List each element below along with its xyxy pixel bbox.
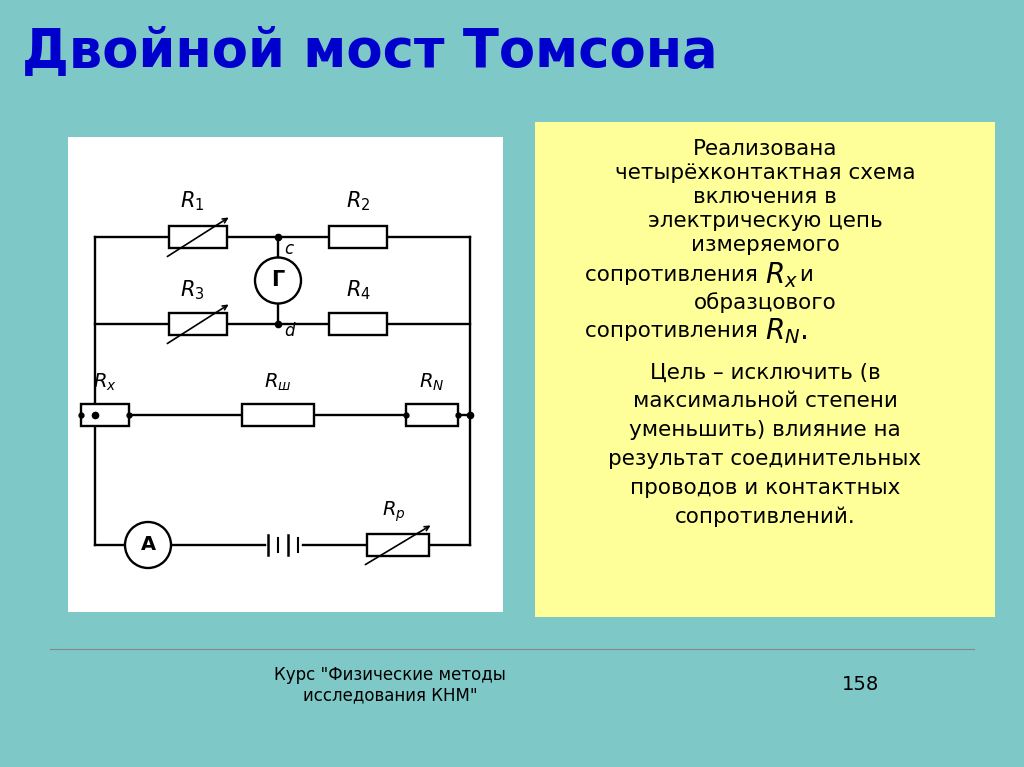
- Text: Реализована: Реализована: [693, 139, 838, 159]
- Text: сопротивления: сопротивления: [586, 265, 765, 285]
- Text: 158: 158: [842, 676, 879, 694]
- Text: $R_N.$: $R_N.$: [765, 316, 808, 346]
- Text: включения в: включения в: [693, 187, 837, 207]
- Text: $R_3$: $R_3$: [180, 278, 204, 302]
- Circle shape: [255, 258, 301, 304]
- Text: $R_x$: $R_x$: [93, 372, 117, 393]
- Bar: [367, 534, 429, 556]
- Text: $R_x$: $R_x$: [765, 260, 798, 290]
- Text: сопротивления: сопротивления: [586, 321, 765, 341]
- Text: $R_1$: $R_1$: [180, 189, 204, 213]
- Circle shape: [125, 522, 171, 568]
- Bar: [169, 313, 227, 335]
- Bar: [406, 404, 458, 426]
- Bar: [329, 226, 387, 248]
- Text: $R_2$: $R_2$: [346, 189, 371, 213]
- Text: $R_ш$: $R_ш$: [264, 372, 292, 393]
- Bar: [329, 313, 387, 335]
- Text: d: d: [284, 322, 295, 340]
- Text: $R_р$: $R_р$: [382, 499, 406, 524]
- Bar: [169, 226, 227, 248]
- Bar: [81, 404, 129, 426]
- Bar: [242, 404, 314, 426]
- Bar: [535, 122, 995, 617]
- Text: $R_4$: $R_4$: [345, 278, 371, 302]
- Text: Двойной мост Томсона: Двойной мост Томсона: [23, 26, 718, 78]
- Text: Курс "Физические методы
исследования КНМ": Курс "Физические методы исследования КНМ…: [274, 666, 506, 704]
- Text: c: c: [284, 240, 293, 258]
- Bar: [68, 137, 503, 612]
- Text: $R_N$: $R_N$: [419, 372, 444, 393]
- Text: Цель – исключить (в
максимальной степени
уменьшить) влияние на
результат соедини: Цель – исключить (в максимальной степени…: [608, 363, 922, 528]
- Text: четырёхконтактная схема: четырёхконтактная схема: [614, 163, 915, 183]
- Text: электрическую цепь: электрическую цепь: [648, 211, 883, 231]
- Text: измеряемого: измеряемого: [690, 235, 840, 255]
- Text: и: и: [793, 265, 814, 285]
- Text: образцового: образцового: [693, 292, 837, 314]
- Text: А: А: [140, 535, 156, 555]
- Text: Г: Г: [271, 271, 285, 291]
